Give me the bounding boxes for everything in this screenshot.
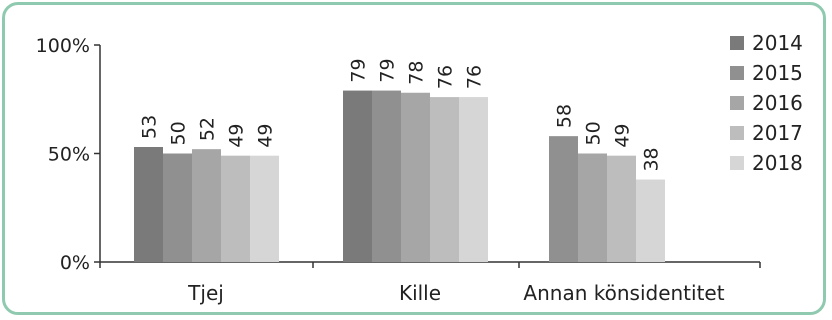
legend-swatch xyxy=(730,96,744,110)
bar-2017 xyxy=(430,97,459,262)
bar-2015 xyxy=(163,153,192,262)
category-label: Tjej xyxy=(187,281,224,305)
data-label: 78 xyxy=(406,61,428,85)
legend-swatch xyxy=(730,66,744,80)
legend-label: 2014 xyxy=(752,31,803,55)
y-tick-label: 0% xyxy=(60,252,90,274)
bar-2018 xyxy=(250,155,279,262)
data-label: 49 xyxy=(226,123,248,147)
legend-label: 2016 xyxy=(752,91,803,115)
bar-2017 xyxy=(221,155,250,262)
data-label: 79 xyxy=(377,58,399,82)
category-label: Kille xyxy=(399,281,441,305)
bar-2015 xyxy=(372,90,401,262)
data-label: 49 xyxy=(612,123,634,147)
legend-swatch xyxy=(730,156,744,170)
data-label: 76 xyxy=(435,65,457,89)
y-tick-label: 50% xyxy=(48,144,90,166)
bar-2016 xyxy=(401,92,430,263)
data-label: 50 xyxy=(583,121,605,145)
bar-2016 xyxy=(192,149,221,262)
data-label: 76 xyxy=(464,65,486,89)
data-label: 52 xyxy=(197,117,219,141)
bar-2016 xyxy=(578,153,607,262)
bar-2017 xyxy=(607,155,636,262)
data-label: 53 xyxy=(139,115,161,139)
data-label: 50 xyxy=(168,121,190,145)
data-label: 49 xyxy=(255,123,277,147)
legend-label: 2017 xyxy=(752,121,803,145)
bar-2018 xyxy=(636,179,665,262)
category-label: Annan könsidentitet xyxy=(523,281,724,305)
bar-2014 xyxy=(343,90,372,262)
y-tick-label: 100% xyxy=(36,35,90,57)
bar-2015 xyxy=(549,136,578,262)
bar-2014 xyxy=(134,146,163,262)
data-label: 58 xyxy=(554,104,576,128)
bar-2018 xyxy=(459,97,488,262)
legend-label: 2015 xyxy=(752,61,803,85)
data-label: 38 xyxy=(641,147,663,171)
data-label: 79 xyxy=(348,58,370,82)
legend-label: 2018 xyxy=(752,151,803,175)
legend-swatch xyxy=(730,126,744,140)
legend-swatch xyxy=(730,36,744,50)
